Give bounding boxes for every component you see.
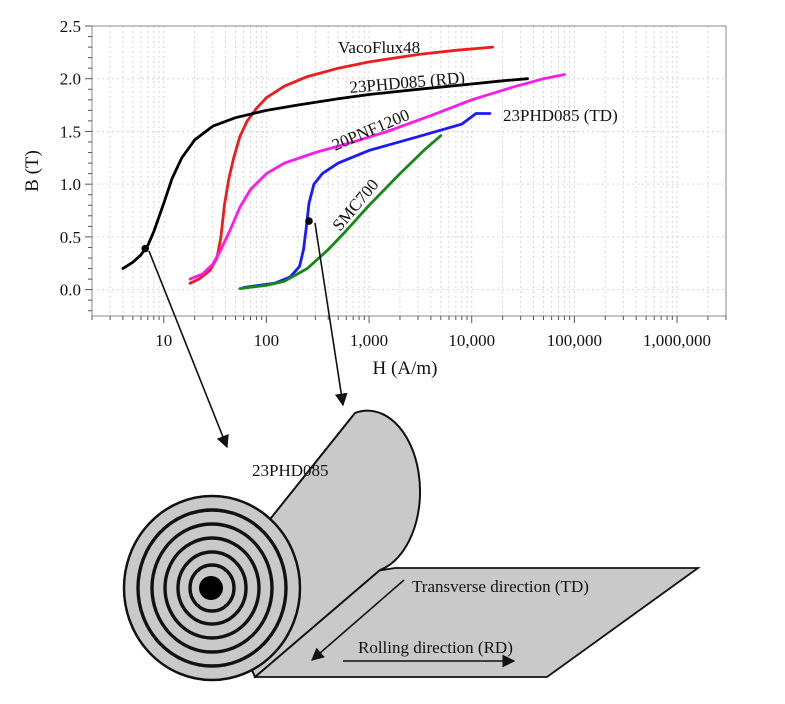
- x-tick-label: 10,000: [448, 331, 495, 350]
- rolling-direction-label: Rolling direction (RD): [358, 638, 513, 657]
- x-axis-title: H (A/m): [373, 358, 438, 379]
- series-lines: [121, 45, 566, 291]
- annotation-point: [141, 244, 150, 253]
- series-label-smc700: SMC700: [329, 175, 383, 234]
- x-tick-label: 100: [254, 331, 280, 350]
- x-tick-label: 1,000,000: [643, 331, 711, 350]
- series-label-23phd085-rd: 23PHD085 (RD): [349, 68, 466, 97]
- transverse-direction-label: Transverse direction (TD): [412, 577, 589, 596]
- transverse-direction-arrow: [311, 579, 405, 661]
- plot-frame: [91, 25, 727, 317]
- y-tick-label: 2.0: [60, 70, 81, 89]
- series-label-vacoflux48: VacoFlux48: [338, 38, 420, 57]
- y-axis: 0.0 0.5 1.0 1.5 2.0 2.5: [60, 17, 92, 312]
- x-axis: 10 100 1,000 10,000 100,000 1,000,000: [91, 316, 727, 350]
- grid: [91, 25, 727, 316]
- x-tick-label: 1,000: [350, 331, 388, 350]
- annotation-points: [141, 217, 313, 253]
- y-tick-label: 0.5: [60, 228, 81, 247]
- roll-label: 23PHD085: [252, 461, 329, 480]
- arrow-td-to-roll: [314, 222, 348, 407]
- x-tick-label: 10: [155, 331, 172, 350]
- arrow-rd-to-roll: [148, 250, 229, 449]
- roll-illustration: 23PHD085 Transverse direction (TD) Rolli…: [122, 409, 701, 682]
- y-tick-label: 0.0: [60, 281, 81, 300]
- series-line-20pnf1200: [188, 73, 566, 281]
- y-tick-label: 2.5: [60, 17, 81, 36]
- series-line-23phd085-rd: [121, 77, 529, 270]
- roll-core: [199, 576, 223, 600]
- series-line-23phd085-td: [242, 112, 492, 289]
- y-tick-label: 1.5: [60, 122, 81, 141]
- roll-layers: [136, 508, 288, 668]
- x-tick-label: 100,000: [547, 331, 602, 350]
- y-axis-title: B (T): [22, 150, 43, 192]
- annotation-point: [305, 217, 313, 225]
- series-line-smc700: [238, 134, 443, 291]
- y-tick-label: 1.0: [60, 175, 81, 194]
- series-label-23phd085-td: 23PHD085 (TD): [503, 106, 618, 125]
- chart: 10 100 1,000 10,000 100,000 1,000,000 0.0 0.5 1…: [22, 17, 727, 379]
